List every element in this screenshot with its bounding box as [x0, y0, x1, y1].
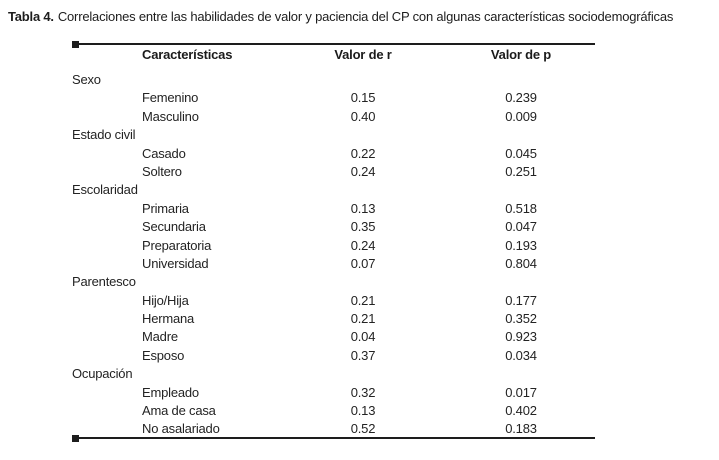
row-r-value: 0.37	[350, 347, 376, 363]
table-row: Madre 0.04 0.923	[72, 329, 632, 347]
row-p-value: 0.009	[505, 108, 537, 124]
row-label: Hijo/Hija	[142, 292, 189, 308]
group-label: Escolaridad	[72, 182, 138, 198]
row-label: Primaria	[142, 200, 189, 216]
group-label: Estado civil	[72, 127, 136, 143]
row-label: Esposo	[142, 347, 185, 363]
row-label: Preparatoria	[142, 237, 212, 253]
row-p-value: 0.017	[505, 384, 537, 400]
row-r-value: 0.24	[350, 163, 376, 179]
row-label: Femenino	[142, 90, 199, 106]
row-label: Ama de casa	[142, 403, 216, 419]
row-p-value: 0.047	[505, 219, 537, 235]
row-p-value: 0.239	[505, 90, 537, 106]
table-row: Ama de casa 0.13 0.402	[72, 403, 632, 421]
row-p-value: 0.352	[505, 311, 537, 327]
table-caption-label: Tabla 4.	[8, 9, 54, 24]
row-p-value: 0.251	[505, 163, 537, 179]
row-p-value: 0.193	[505, 237, 537, 253]
row-label: Secundaria	[142, 219, 206, 235]
row-r-value: 0.15	[350, 90, 376, 106]
table-row: Casado 0.22 0.045	[72, 146, 632, 164]
row-label: Soltero	[142, 163, 182, 179]
row-r-value: 0.52	[350, 421, 376, 437]
row-r-value: 0.21	[350, 311, 376, 327]
row-label: Masculino	[142, 108, 199, 124]
row-r-value: 0.40	[350, 108, 376, 124]
column-header-caracteristicas: Características	[142, 47, 233, 62]
row-label: Universidad	[142, 255, 209, 271]
table-row: Femenino 0.15 0.239	[72, 90, 632, 108]
table-caption-text: Correlaciones entre las habilidades de v…	[57, 9, 674, 24]
table-row: Empleado 0.32 0.017	[72, 385, 632, 403]
row-r-value: 0.07	[350, 255, 376, 271]
column-header-valor-p: Valor de p	[490, 47, 552, 62]
top-rule-end-marker	[72, 40, 79, 48]
table-bottom-rule	[72, 434, 595, 442]
group-header-row: Ocupación	[72, 366, 632, 384]
row-label: No asalariado	[142, 421, 220, 437]
row-p-value: 0.045	[505, 145, 537, 161]
table-row: Soltero 0.24 0.251	[72, 164, 632, 182]
row-label: Empleado	[142, 384, 199, 400]
row-p-value: 0.518	[505, 200, 537, 216]
row-label: Casado	[142, 145, 186, 161]
row-p-value: 0.804	[505, 255, 537, 271]
table-caption: Tabla 4. Correlaciones entre las habilida…	[8, 9, 713, 25]
column-header-valor-r: Valor de r	[334, 47, 392, 62]
group-header-row: Escolaridad	[72, 182, 632, 200]
row-p-value: 0.034	[505, 347, 537, 363]
table-header-row: Características Valor de r Valor de p	[72, 45, 632, 72]
table-row: Hermana 0.21 0.352	[72, 311, 632, 329]
group-label: Ocupación	[72, 366, 133, 382]
table-row: Secundaria 0.35 0.047	[72, 219, 632, 237]
bottom-rule-end-marker	[72, 434, 79, 442]
table-row: Preparatoria 0.24 0.193	[72, 238, 632, 256]
row-r-value: 0.13	[350, 200, 376, 216]
row-r-value: 0.32	[350, 384, 376, 400]
group-label: Sexo	[72, 72, 101, 87]
row-p-value: 0.183	[505, 421, 537, 437]
row-r-value: 0.04	[350, 329, 376, 345]
row-r-value: 0.21	[350, 292, 376, 308]
table-row: No asalariado 0.52 0.183	[72, 421, 632, 439]
table-row: Primaria 0.13 0.518	[72, 201, 632, 219]
group-header-row: Estado civil	[72, 127, 632, 145]
row-p-value: 0.402	[505, 403, 537, 419]
group-header-row: Sexo	[72, 72, 632, 90]
row-p-value: 0.923	[505, 329, 537, 345]
row-r-value: 0.13	[350, 403, 376, 419]
table-body: Sexo Femenino 0.15 0.239 Masculino 0.40 …	[72, 72, 632, 440]
table-row: Universidad 0.07 0.804	[72, 256, 632, 274]
table-row: Masculino 0.40 0.009	[72, 109, 632, 127]
table-row: Esposo 0.37 0.034	[72, 348, 632, 366]
correlation-table: Características Valor de r Valor de p Se…	[72, 45, 632, 440]
group-label: Parentesco	[72, 274, 136, 290]
row-label: Hermana	[142, 311, 195, 327]
row-r-value: 0.24	[350, 237, 376, 253]
row-label: Madre	[142, 329, 178, 345]
row-r-value: 0.35	[350, 219, 376, 235]
group-header-row: Parentesco	[72, 274, 632, 292]
table-row: Hijo/Hija 0.21 0.177	[72, 293, 632, 311]
row-r-value: 0.22	[350, 145, 376, 161]
table-top-rule	[72, 40, 595, 48]
row-p-value: 0.177	[505, 292, 537, 308]
